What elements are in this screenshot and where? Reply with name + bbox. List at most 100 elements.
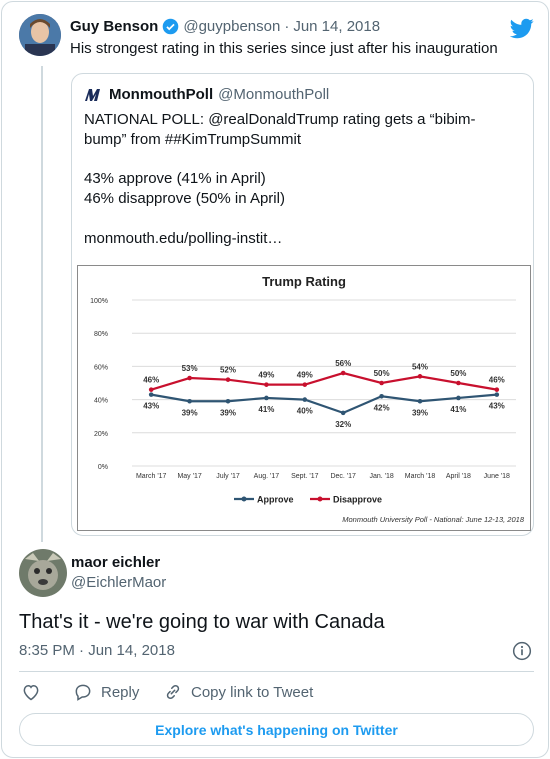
data-point bbox=[148, 387, 154, 392]
x-tick-label: Sept. '17 bbox=[291, 473, 319, 480]
data-label: 39% bbox=[412, 408, 428, 417]
data-label: 46% bbox=[489, 376, 505, 385]
data-point bbox=[302, 397, 308, 402]
data-point bbox=[494, 392, 500, 397]
x-tick-label: Aug. '17 bbox=[254, 473, 280, 480]
reply-author-name[interactable]: maor eichler bbox=[71, 554, 161, 571]
tweet-date[interactable]: Jun 14, 2018 bbox=[293, 18, 381, 35]
data-point bbox=[187, 375, 192, 381]
series-line-approve bbox=[151, 393, 497, 415]
reply-button[interactable]: Reply bbox=[73, 682, 139, 702]
quoted-text-line-3: 43% approve (41% in April) bbox=[84, 170, 266, 187]
data-label: 54% bbox=[412, 362, 428, 371]
divider bbox=[19, 671, 534, 672]
quoted-text-line-4: 46% disapprove (50% in April) bbox=[84, 190, 285, 207]
legend-label: Disapprove bbox=[333, 495, 382, 505]
y-tick-label: 0% bbox=[98, 464, 108, 471]
quoted-tweet[interactable]: MonmouthPoll @MonmouthPoll NATIONAL POLL… bbox=[71, 73, 534, 536]
series-line-disapprove bbox=[150, 371, 497, 391]
quoted-author-handle: @MonmouthPoll bbox=[218, 86, 330, 103]
legend-marker bbox=[317, 496, 323, 502]
reply-avatar[interactable] bbox=[19, 549, 67, 597]
x-tick-label: May '17 bbox=[177, 473, 201, 480]
y-tick-label: 20% bbox=[94, 431, 108, 438]
data-label: 53% bbox=[182, 364, 198, 373]
quoted-author-line: MonmouthPoll @MonmouthPoll bbox=[84, 86, 329, 103]
dot-separator: · bbox=[284, 18, 290, 35]
info-icon[interactable] bbox=[512, 641, 532, 661]
quoted-text-line-2: bump” from ##KimTrumpSummit bbox=[84, 131, 301, 148]
data-label: 56% bbox=[335, 359, 351, 368]
data-point bbox=[456, 395, 461, 401]
x-tick-label: April '18 bbox=[446, 473, 471, 480]
data-point bbox=[494, 387, 500, 392]
data-label: 39% bbox=[220, 408, 236, 417]
x-tick-label: June '18 bbox=[484, 473, 510, 480]
data-label: 43% bbox=[143, 402, 159, 411]
author-name[interactable]: Guy Benson bbox=[70, 18, 159, 35]
reply-avatar-image bbox=[19, 549, 67, 597]
reply-label: Reply bbox=[101, 683, 140, 701]
chart-image[interactable]: Trump Rating 0% 20% 40% 60% 80% 100% March '17 M… bbox=[77, 265, 531, 531]
data-point bbox=[417, 398, 423, 404]
x-tick-label: March '18 bbox=[405, 473, 436, 480]
data-label: 42% bbox=[374, 403, 390, 412]
twitter-bird-icon[interactable] bbox=[510, 16, 534, 40]
data-point bbox=[417, 374, 423, 379]
data-point bbox=[340, 370, 346, 376]
chart-title: Trump Rating bbox=[262, 274, 346, 289]
reply-author-handle[interactable]: @EichlerMaor bbox=[71, 574, 167, 591]
chart-source: Monmouth University Poll - National: Jun… bbox=[342, 515, 525, 524]
quoted-text-line-1: NATIONAL POLL: @realDonaldTrump rating g… bbox=[84, 111, 476, 128]
quoted-link[interactable]: monmouth.edu/polling-instit… bbox=[84, 230, 283, 247]
y-tick-label: 40% bbox=[94, 398, 108, 405]
link-icon bbox=[166, 684, 180, 700]
x-tick-label: Dec. '17 bbox=[330, 473, 356, 480]
data-label: 41% bbox=[258, 405, 274, 414]
data-label: 40% bbox=[297, 407, 313, 416]
data-point bbox=[456, 380, 461, 386]
y-tick-label: 80% bbox=[94, 331, 108, 338]
data-point bbox=[264, 395, 269, 401]
trump-rating-chart: Trump Rating 0% 20% 40% 60% 80% 100% March '17 M… bbox=[90, 274, 525, 524]
data-point bbox=[379, 393, 384, 399]
data-point bbox=[148, 392, 154, 397]
data-point bbox=[187, 398, 192, 404]
reply-text: That's it - we're going to war with Cana… bbox=[19, 611, 385, 633]
copy-link-button[interactable]: Copy link to Tweet bbox=[163, 682, 313, 702]
data-point bbox=[379, 380, 384, 386]
data-label: 49% bbox=[297, 371, 313, 380]
heart-icon bbox=[23, 684, 39, 701]
data-point bbox=[225, 398, 231, 404]
verified-badge-icon bbox=[163, 18, 179, 35]
x-tick-label: Jan. '18 bbox=[369, 473, 393, 480]
data-label: 41% bbox=[450, 405, 466, 414]
data-point bbox=[225, 377, 231, 382]
like-button[interactable] bbox=[21, 682, 41, 702]
author-handle[interactable]: @guypbenson bbox=[183, 18, 281, 35]
author-avatar-image bbox=[19, 14, 61, 56]
data-label: 32% bbox=[335, 420, 351, 429]
data-point bbox=[340, 410, 346, 416]
tweet-text: His strongest rating in this series sinc… bbox=[70, 40, 498, 57]
y-tick-label: 60% bbox=[94, 364, 108, 371]
reply-timestamp[interactable]: 8:35 PM · Jun 14, 2018 bbox=[19, 642, 175, 659]
author-avatar[interactable] bbox=[19, 14, 61, 56]
author-line: Guy Benson @guypbenson · Jun 14, 2018 bbox=[70, 18, 380, 35]
legend-marker bbox=[241, 496, 247, 502]
monmouth-logo-icon bbox=[85, 88, 100, 101]
thread-connector bbox=[41, 66, 43, 542]
y-tick-label: 100% bbox=[90, 298, 108, 305]
data-label: 49% bbox=[258, 371, 274, 380]
x-tick-label: March '17 bbox=[136, 473, 167, 480]
quoted-author-name: MonmouthPoll bbox=[109, 86, 214, 103]
x-tick-label: July '17 bbox=[216, 473, 240, 480]
data-label: 39% bbox=[182, 408, 198, 417]
data-label: 43% bbox=[489, 402, 505, 411]
explore-label: Explore what's happening on Twitter bbox=[155, 721, 398, 738]
data-point bbox=[302, 382, 308, 387]
copy-link-label: Copy link to Tweet bbox=[191, 683, 314, 701]
data-label: 50% bbox=[450, 369, 466, 378]
explore-twitter-button[interactable]: Explore what's happening on Twitter bbox=[19, 713, 534, 746]
